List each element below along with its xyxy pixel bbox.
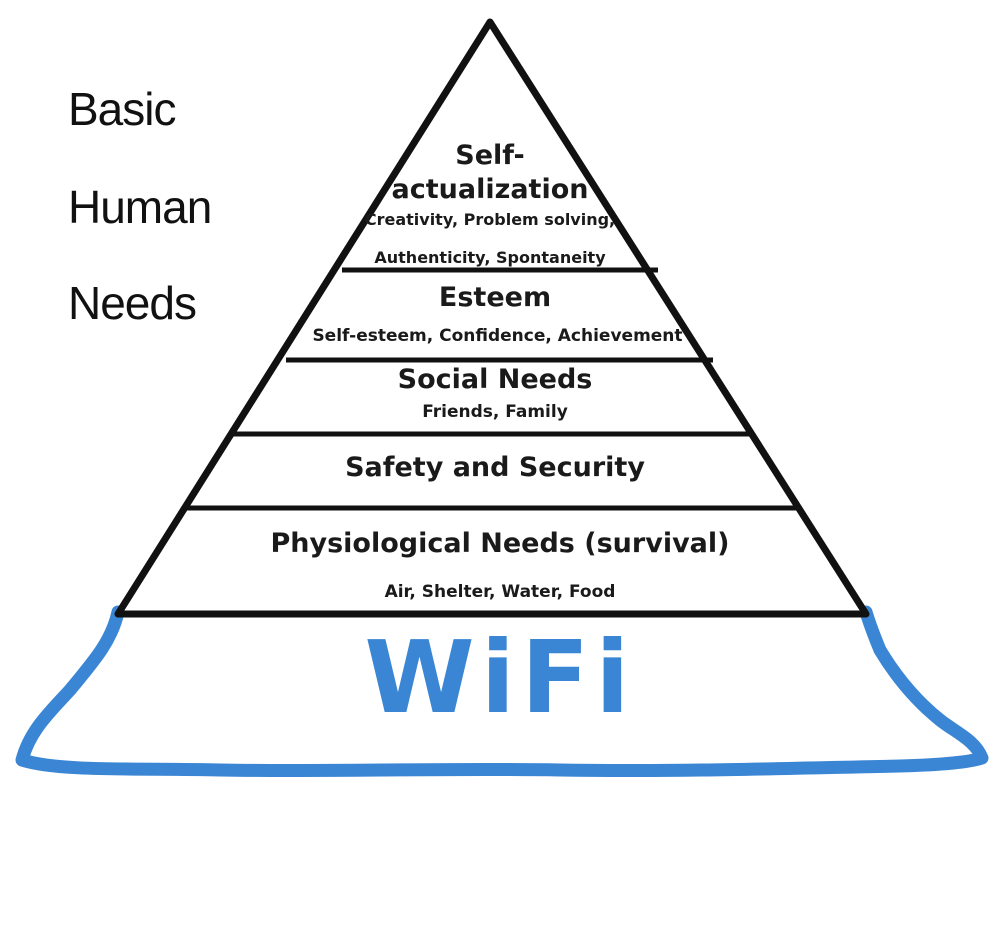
title-line-human: Human (68, 181, 212, 233)
level-social-title: Social Needs (397, 364, 593, 395)
level-esteem-title: Esteem (438, 282, 552, 313)
level-esteem-sub: Self-esteem, Confidence, Achievement (312, 326, 683, 346)
level-self-actualization-sub-1: Creativity, Problem solving, (364, 210, 616, 229)
pyramid-outline (114, 18, 870, 618)
level-self-actualization-title-1: Self- (455, 140, 525, 171)
level-self-actualization-sub-2: Authenticity, Spontaneity (374, 248, 606, 267)
level-physiological-sub: Air, Shelter, Water, Food (384, 582, 616, 602)
level-safety-title: Safety and Security (345, 452, 645, 483)
wifi-label: WiFi (364, 619, 636, 736)
level-physiological-title: Physiological Needs (survival) (270, 528, 730, 559)
title-line-needs: Needs (68, 277, 197, 329)
level-self-actualization-title-2: actualization (391, 174, 589, 205)
level-social-sub: Friends, Family (422, 402, 568, 422)
title-line-basic: Basic (68, 83, 176, 135)
wifi-base-outline (15, 605, 989, 778)
